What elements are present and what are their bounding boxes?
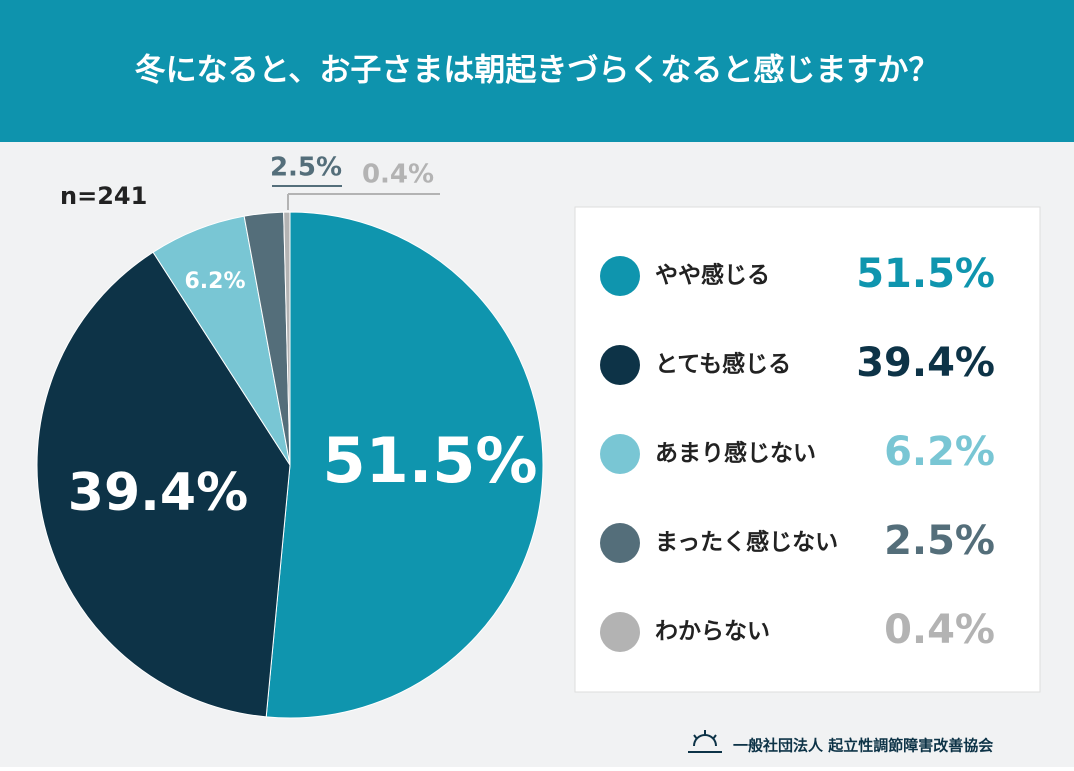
pie-slice xyxy=(36,251,291,718)
legend-label: わからない xyxy=(655,619,770,645)
legend-label: まったく感じない xyxy=(655,529,838,556)
chart-title: 冬になると、お子さまは朝起きづらくなると感じますか？ xyxy=(135,53,940,89)
legend-marker xyxy=(600,434,640,474)
slice-label: 0.4% xyxy=(362,160,434,190)
legend-label: とても感じる xyxy=(655,351,791,378)
slice-label: 39.4% xyxy=(68,463,248,523)
header xyxy=(0,0,1074,142)
legend-box xyxy=(574,206,1041,693)
legend-value: 2.5% xyxy=(884,518,995,564)
source: 一般社団法人 起立性調節障害改善協会 xyxy=(733,737,993,755)
logo xyxy=(688,730,722,753)
legend-marker xyxy=(600,345,640,385)
legend-value: 6.2% xyxy=(884,429,995,475)
pie-slice xyxy=(265,211,544,719)
slice-label: 6.2% xyxy=(184,269,245,294)
legend-value: 51.5% xyxy=(856,251,995,297)
slice-label: 51.5% xyxy=(322,424,537,497)
legend-label: やや感じる xyxy=(655,262,770,289)
legend-value: 0.4% xyxy=(884,607,995,653)
legend-label: あまり感じない xyxy=(655,440,816,467)
legend-value: 39.4% xyxy=(856,340,995,386)
legend-marker xyxy=(600,612,640,652)
pie-slice xyxy=(283,211,291,466)
legend-marker xyxy=(600,523,640,563)
slice-label: 2.5% xyxy=(270,153,342,183)
legend-marker xyxy=(600,256,640,296)
sample-size: n=241 xyxy=(60,182,147,210)
